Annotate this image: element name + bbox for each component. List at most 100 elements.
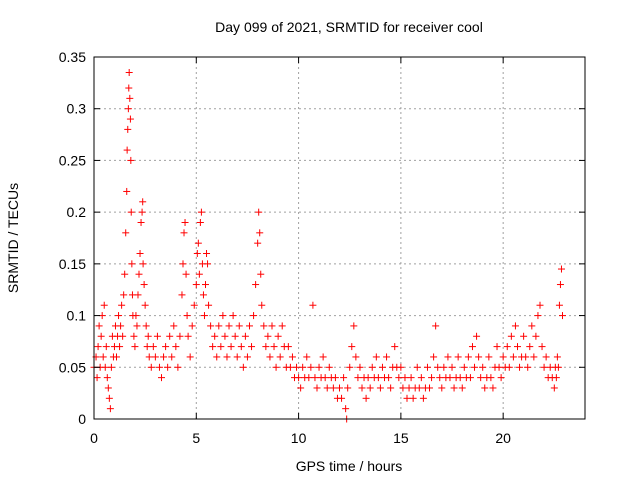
data-point: [132, 312, 140, 320]
data-point: [183, 312, 191, 320]
data-point: [248, 343, 256, 351]
y-axis-ticks: 0 0.05 0.1 0.15 0.2 0.25 0.3 0.35: [59, 49, 585, 427]
data-point: [196, 218, 204, 226]
data-point: [552, 374, 560, 382]
data-point: [94, 343, 102, 351]
data-point: [309, 301, 317, 309]
data-point: [499, 353, 507, 361]
data-point: [471, 363, 479, 371]
data-point: [511, 322, 519, 330]
data-point: [497, 374, 505, 382]
x-axis-ticks: 0 5 10 15 20: [90, 57, 511, 446]
data-point: [556, 281, 564, 289]
data-point: [178, 291, 186, 299]
data-point: [103, 374, 111, 382]
data-point: [456, 374, 464, 382]
data-point: [311, 374, 319, 382]
data-point: [485, 353, 493, 361]
data-point: [329, 384, 337, 392]
x-tick-label: 15: [393, 430, 409, 446]
data-point: [144, 332, 152, 340]
data-point: [170, 322, 178, 330]
data-point: [223, 353, 231, 361]
data-point: [209, 343, 217, 351]
data-point: [180, 229, 188, 237]
data-point: [354, 374, 362, 382]
data-point: [221, 332, 229, 340]
data-point: [446, 374, 454, 382]
data-point: [256, 229, 264, 237]
data-point: [378, 363, 386, 371]
data-point: [454, 353, 462, 361]
data-point: [106, 405, 114, 413]
data-point: [245, 322, 253, 330]
data-point: [534, 312, 542, 320]
data-point: [391, 343, 399, 351]
data-point: [366, 384, 374, 392]
data-point: [145, 353, 153, 361]
data-point: [436, 374, 444, 382]
data-point: [125, 84, 133, 92]
data-point: [458, 384, 466, 392]
data-point: [516, 363, 524, 371]
data-point: [194, 239, 202, 247]
data-point: [233, 353, 241, 361]
data-point: [139, 198, 147, 206]
data-point: [397, 363, 405, 371]
y-tick-label: 0.25: [59, 152, 86, 168]
data-point: [466, 374, 474, 382]
data-point: [127, 208, 135, 216]
data-point: [231, 332, 239, 340]
data-point: [184, 332, 192, 340]
data-point: [489, 384, 497, 392]
x-tick-label: 0: [90, 430, 98, 446]
data-point: [520, 332, 528, 340]
data-point: [464, 353, 472, 361]
data-point: [239, 363, 247, 371]
plot-frame: [93, 56, 586, 420]
data-point: [155, 363, 163, 371]
data-point: [168, 353, 176, 361]
data-point: [299, 363, 307, 371]
data-point: [350, 322, 358, 330]
data-point: [399, 384, 407, 392]
data-point: [160, 353, 168, 361]
data-point: [503, 343, 511, 351]
data-point: [257, 270, 265, 278]
data-point: [538, 343, 546, 351]
x-tick-label: 20: [495, 430, 511, 446]
data-point: [116, 343, 124, 351]
data-point: [395, 374, 403, 382]
data-point: [186, 353, 194, 361]
data-point: [542, 353, 550, 361]
data-point: [113, 353, 121, 361]
data-point: [557, 265, 565, 273]
data-point: [550, 384, 558, 392]
data-point: [338, 394, 346, 402]
data-point: [313, 384, 321, 392]
data-point: [473, 332, 481, 340]
data-point: [444, 353, 452, 361]
data-point: [372, 353, 380, 361]
data-point: [558, 312, 566, 320]
data-point: [158, 374, 166, 382]
data-point: [235, 322, 243, 330]
data-point: [122, 229, 130, 237]
data-point: [274, 332, 282, 340]
y-tick-label: 0.35: [59, 49, 86, 65]
data-point: [142, 322, 150, 330]
y-tick-label: 0.2: [67, 204, 87, 220]
data-point: [344, 384, 352, 392]
data-point: [426, 384, 434, 392]
data-point: [530, 353, 538, 361]
data-point: [362, 394, 370, 402]
data-point: [276, 353, 284, 361]
data-points: [90, 69, 566, 423]
data-point: [448, 363, 456, 371]
data-point: [450, 384, 458, 392]
data-point: [127, 156, 135, 164]
data-point: [419, 394, 427, 402]
data-point: [130, 332, 138, 340]
data-point: [117, 322, 125, 330]
data-point: [475, 353, 483, 361]
